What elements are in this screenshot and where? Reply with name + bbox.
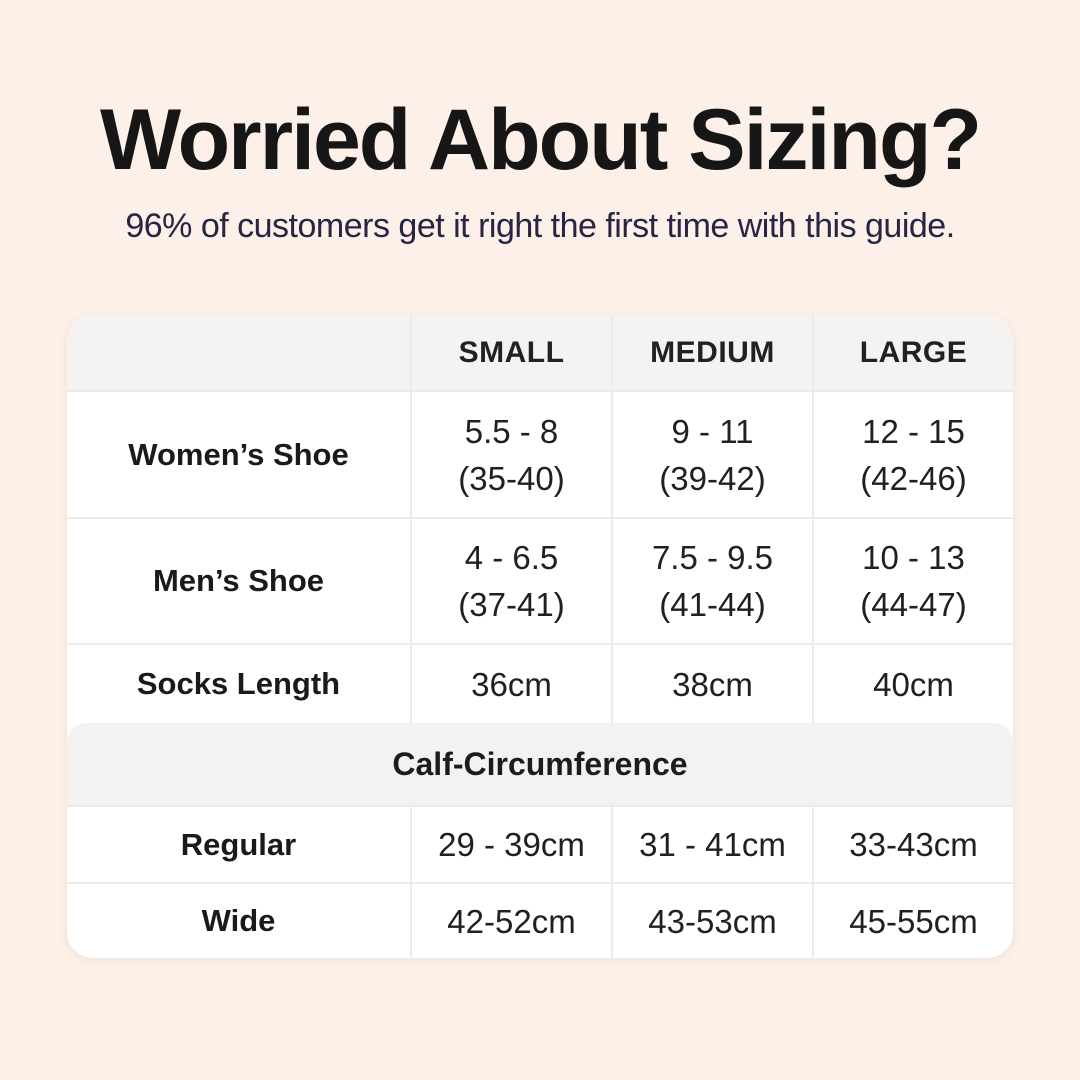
value-line: 36cm [471,665,552,703]
value-line: (39-42) [659,459,766,497]
value-line: 45-55cm [849,902,978,940]
cell-regular-small: 29 - 39cm [410,807,611,882]
row-label-regular: Regular [180,826,297,862]
cell-womens-small: 5.5 - 8 (35-40) [410,392,611,517]
cell-regular-large: 33-43cm [812,807,1013,882]
row-regular: Regular 29 - 39cm 31 - 41cm 33-43cm [67,805,1013,882]
row-label-socks-length: Socks Length [136,666,341,701]
section-header-label: Calf-Circumference [392,745,688,782]
value-line: 31 - 41cm [639,826,786,863]
col-header-medium: MEDIUM [611,315,812,390]
value-line: 42-52cm [447,902,576,940]
row-womens-shoe: Women’s Shoe 5.5 - 8 (35-40) 9 - 11 (39-… [67,390,1013,517]
value-line: (42-46) [860,459,967,497]
calf-section-rows: Regular 29 - 39cm 31 - 41cm 33-43cm Wide… [67,805,1013,958]
page-subtitle: 96% of customers get it right the first … [125,207,955,245]
cell-mens-small: 4 - 6.5 (37-41) [410,519,611,643]
value-line: 43-53cm [648,902,777,940]
table-header-row: SMALL MEDIUM LARGE [67,315,1013,390]
row-label-wide: Wide [201,903,276,938]
value-line: (35-40) [458,459,565,497]
row-label-womens-shoe: Women’s Shoe [128,436,349,472]
value-line: (37-41) [458,586,565,623]
cell-womens-large: 12 - 15 (42-46) [812,392,1013,517]
row-label-mens-shoe: Men’s Shoe [152,563,325,598]
cell-wide-small: 42-52cm [410,884,611,958]
cell-womens-medium: 9 - 11 (39-42) [611,392,812,517]
cell-socks-medium: 38cm [611,645,812,723]
value-line: 29 - 39cm [438,826,585,863]
cell-mens-medium: 7.5 - 9.5 (41-44) [611,519,812,643]
value-line: 38cm [672,665,753,703]
value-line: (44-47) [860,586,967,623]
row-mens-shoe: Men’s Shoe 4 - 6.5 (37-41) 7.5 - 9.5 (41… [67,517,1013,643]
cell-wide-large: 45-55cm [812,884,1013,958]
value-line: 4 - 6.5 [464,539,559,576]
cell-regular-medium: 31 - 41cm [611,807,812,882]
value-line: 7.5 - 9.5 [651,539,774,576]
row-socks-length: Socks Length 36cm 38cm 40cm [67,643,1013,723]
col-header-large: LARGE [812,315,1013,390]
size-chart-table: SMALL MEDIUM LARGE Women’s Shoe 5.5 - 8 … [67,315,1013,958]
value-line: 10 - 13 [862,539,965,576]
value-line: 9 - 11 [671,412,754,450]
cell-socks-small: 36cm [410,645,611,723]
row-wide: Wide 42-52cm 43-53cm 45-55cm [67,882,1013,958]
page-title: Worried About Sizing? [99,92,982,188]
header-empty-cell [67,315,410,390]
col-header-small: SMALL [410,315,611,390]
value-line: 5.5 - 8 [464,412,559,450]
cell-socks-large: 40cm [812,645,1013,723]
section-header-calf-circumference: Calf-Circumference [67,723,1013,805]
value-line: (41-44) [659,586,766,623]
value-line: 12 - 15 [862,412,965,450]
cell-mens-large: 10 - 13 (44-47) [812,519,1013,643]
value-line: 33-43cm [849,826,978,863]
value-line: 40cm [873,665,954,703]
cell-wide-medium: 43-53cm [611,884,812,958]
